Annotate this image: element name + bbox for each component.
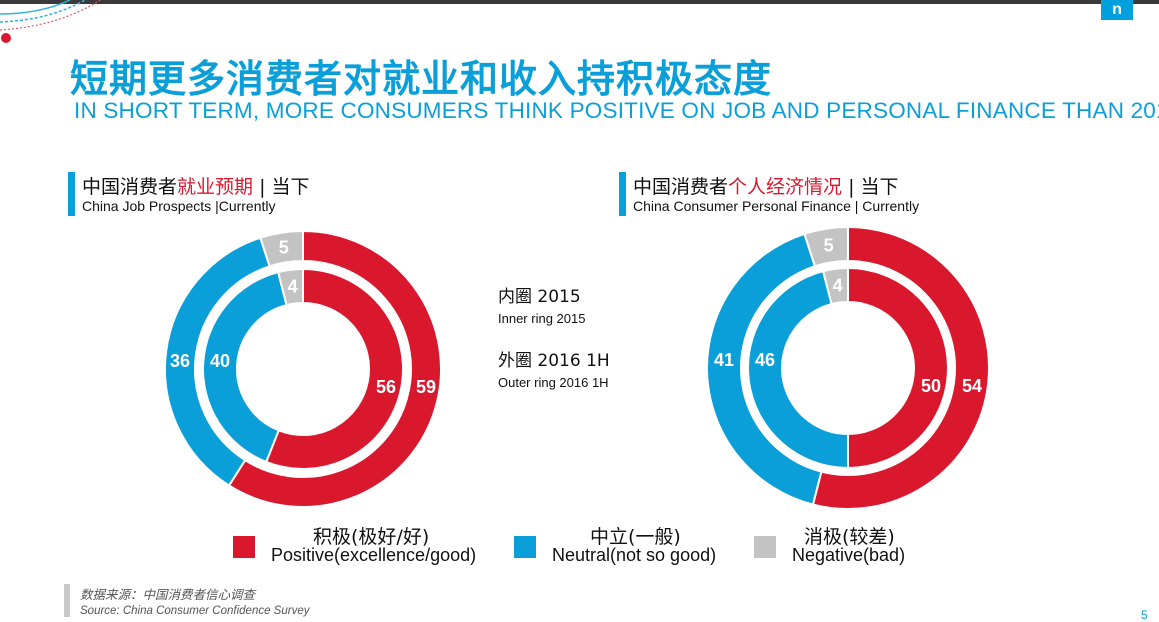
- outer-ring-positive-label: 59: [416, 377, 436, 397]
- decorative-arcs: [0, 0, 101, 43]
- legend-swatch-neutral: [514, 536, 536, 558]
- legend-swatch-negative: [754, 536, 776, 558]
- accent-bar: [619, 172, 626, 216]
- outer-ring-neutral-segment: [706, 232, 823, 506]
- inner-ring-negative-label: 4: [833, 276, 843, 296]
- outer-ring-negative-segment: [259, 229, 304, 268]
- inner-ring-neutral-label: 46: [755, 350, 775, 370]
- chart-title-cn: 中国消费者个人经济情况 | 当下: [633, 176, 899, 198]
- outer-ring-positive-segment: [811, 225, 990, 510]
- legend-label-cn: 消极(较差): [804, 526, 895, 548]
- accent-bar: [68, 172, 75, 216]
- ring-separator: [741, 261, 955, 475]
- legend-label-en: Negative(bad): [792, 545, 906, 565]
- decorative-dot: [1, 33, 11, 43]
- inner-ring-negative-segment: [276, 267, 304, 307]
- source-cn: 数据来源：中国消费者信心调查: [80, 587, 256, 602]
- page-number: 5: [1141, 608, 1148, 622]
- page-title: 短期更多消费者对就业和收入持积极态度: [70, 57, 773, 101]
- brand-logo: n: [1101, 0, 1133, 20]
- source-en: Source: China Consumer Confidence Survey: [80, 605, 310, 617]
- inner-ring-note-en: Inner ring 2015: [498, 311, 586, 326]
- donut-job-prospects: 56 40 4 59 36 5: [164, 229, 442, 508]
- outer-ring-note-cn: 外圈 2016 1H: [498, 351, 610, 371]
- source-note: 数据来源：中国消费者信心调查 Source: China Consumer Co…: [64, 584, 309, 617]
- inner-ring-positive-label: 56: [376, 377, 396, 397]
- inner-ring-positive-segment: [847, 266, 949, 470]
- legend-label-en: Positive(excellence/good): [271, 545, 477, 565]
- donut-personal-finance: 50 46 4 54 41 5: [706, 225, 990, 510]
- outer-ring-positive-label: 54: [962, 376, 982, 396]
- legend-swatch-positive: [233, 536, 255, 558]
- inner-ring-neutral-label: 40: [210, 351, 230, 371]
- chart-title-cn: 中国消费者就业预期 | 当下: [82, 176, 310, 198]
- chart-title-en: China Job Prospects |Currently: [82, 198, 276, 214]
- ring-separator: [196, 262, 410, 476]
- outer-ring-negative-label: 5: [279, 238, 289, 258]
- outer-ring-neutral-label: 36: [170, 351, 190, 371]
- outer-ring-note: 外圈 2016 1H Outer ring 2016 1H: [498, 346, 610, 390]
- inner-ring-negative-label: 4: [288, 277, 298, 297]
- inner-ring-neutral-segment: [747, 269, 849, 470]
- inner-ring-note-cn: 内圈 2015: [498, 287, 581, 307]
- legend-label-en: Neutral(not so good): [552, 545, 717, 565]
- outer-ring-negative-label: 5: [824, 236, 834, 256]
- outer-ring-negative-segment: [803, 225, 849, 268]
- inner-ring-negative-segment: [821, 266, 849, 306]
- outer-ring-neutral-label: 41: [714, 350, 734, 370]
- top-bar: [0, 0, 1159, 4]
- chart-title-en: China Consumer Personal Finance | Curren…: [633, 198, 920, 214]
- inner-ring-positive-segment: [264, 267, 404, 470]
- inner-ring-positive-label: 50: [921, 376, 941, 396]
- outer-ring-positive-segment: [227, 229, 442, 508]
- outer-ring-note-en: Outer ring 2016 1H: [498, 375, 609, 390]
- inner-ring-neutral-segment: [202, 270, 288, 464]
- legend-label-cn: 中立(一般): [590, 526, 681, 548]
- inner-ring-note: 内圈 2015 Inner ring 2015: [498, 282, 585, 326]
- legend-label-cn: 积极(极好/好): [313, 526, 430, 548]
- page-subtitle: IN SHORT TERM, MORE CONSUMERS THINK POSI…: [74, 98, 1159, 123]
